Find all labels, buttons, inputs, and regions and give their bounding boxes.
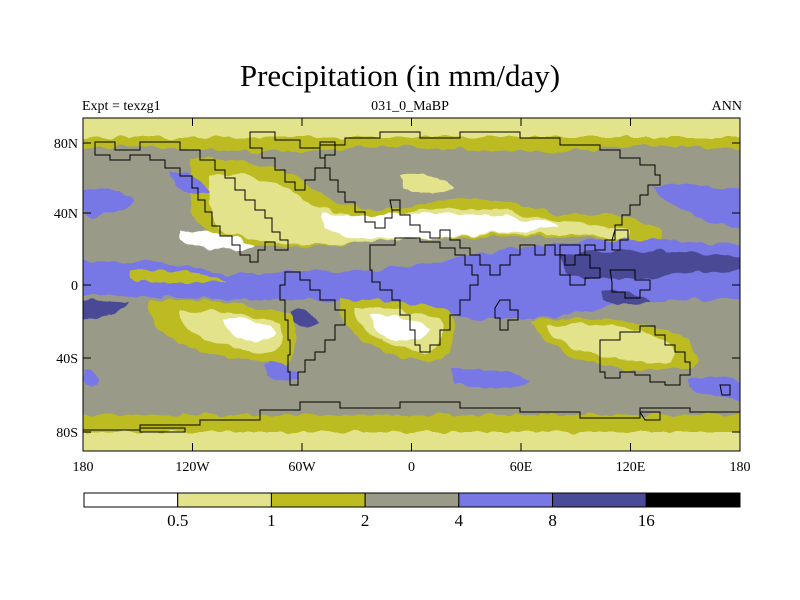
lon-tick-label: 180 — [730, 460, 751, 475]
lon-tick-label: 60E — [510, 460, 533, 475]
colorbar-swatch — [270, 492, 366, 508]
lon-tick-label: 180 — [73, 460, 94, 475]
colorbar-swatch — [177, 492, 272, 508]
precipitation-field — [83, 118, 740, 451]
period-label: 031_0_MaBP — [371, 99, 449, 114]
colorbar-swatch — [458, 492, 554, 508]
colorbar-label: 8 — [548, 511, 557, 530]
coastlines — [83, 131, 740, 433]
lon-tick-label: 120W — [175, 460, 210, 475]
colorbar-label: 2 — [361, 511, 370, 530]
colorbar-label: 4 — [455, 511, 464, 530]
lat-tick-label: 80N — [54, 137, 78, 152]
longitude-axis: 180 120W 60W 0 60E 120E 180 — [73, 118, 751, 475]
lon-tick-label: 60W — [288, 460, 316, 475]
lat-tick-label: 40S — [56, 352, 78, 367]
colorbar-swatch — [83, 492, 179, 508]
colorbar-label: 0.5 — [167, 511, 188, 530]
colorbar-swatch — [364, 492, 460, 508]
experiment-label: Expt = texzg1 — [82, 99, 161, 114]
colorbar-swatch — [552, 492, 647, 508]
map-title: Precipitation (in mm/day) — [239, 58, 561, 93]
lon-tick-label: 0 — [408, 460, 415, 475]
colorbar: 0.5 1 2 4 8 16 — [83, 492, 741, 530]
lat-tick-label: 40N — [54, 207, 78, 222]
lat-tick-label: 80S — [56, 426, 78, 441]
colorbar-swatch — [645, 492, 741, 508]
colorbar-label: 16 — [638, 511, 655, 530]
lat-tick-label: 0 — [71, 279, 78, 294]
latitude-axis: 80N 40N 0 40S 80S — [54, 137, 740, 441]
lon-tick-label: 120E — [616, 460, 646, 475]
season-label: ANN — [711, 99, 742, 114]
colorbar-label: 1 — [267, 511, 276, 530]
